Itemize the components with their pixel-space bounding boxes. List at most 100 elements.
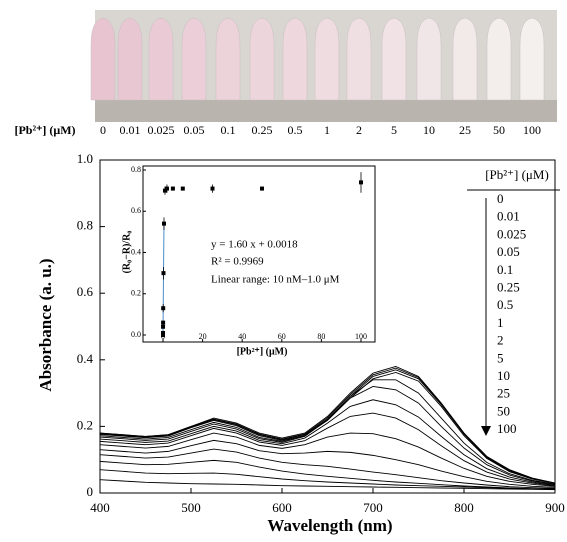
- photo-label: 10: [423, 123, 435, 137]
- tube: [117, 17, 143, 101]
- photo-label: 100: [523, 123, 541, 137]
- tube: [90, 17, 116, 101]
- spectrum-line: [99, 432, 556, 487]
- legend-entry: 5: [497, 350, 504, 365]
- spectrum-line: [99, 367, 556, 484]
- inset-x-tick-label: 40: [238, 332, 246, 341]
- point: [161, 324, 166, 329]
- x-tick-label: 400: [90, 500, 110, 515]
- plot: 400 500 600 700 800 90000.20.40.60.81.000.010…: [77, 151, 565, 515]
- photo-label: 0.5: [288, 123, 303, 137]
- legend-entry: 0.5: [497, 297, 513, 312]
- photo-label: 0: [100, 123, 106, 137]
- tube: [215, 17, 241, 101]
- y-tick-label: 0.6: [77, 284, 94, 299]
- legend-entry: 100: [497, 421, 517, 436]
- photo-labels: 0 0.01 0.025 0.05 0.1 0.25 0.5 1 2 5 10 25 50 100: [100, 123, 541, 137]
- tube: [452, 17, 478, 101]
- tube: [346, 17, 372, 101]
- photo-label: 5: [391, 123, 397, 137]
- spectrum-line: [99, 448, 556, 489]
- legend-title: [Pb²⁺] (μM): [485, 167, 549, 182]
- spectrum-line: [99, 385, 556, 485]
- inset-x-tick-label: 100: [355, 332, 367, 341]
- y-tick-label: 0.4: [77, 351, 94, 366]
- photo-label: 50: [493, 123, 505, 137]
- legend-entry: 10: [497, 368, 510, 383]
- spectrum-line: [99, 469, 556, 490]
- tube: [282, 17, 308, 101]
- inset-y-tick-label: 0.2: [131, 289, 141, 298]
- inset-x-tick-label: 20: [199, 332, 207, 341]
- tube: [519, 17, 545, 101]
- photo-label: 0.05: [184, 123, 205, 137]
- x-tick-label: 700: [363, 500, 383, 515]
- point: [162, 188, 167, 193]
- tube: [381, 17, 407, 101]
- inset-y-tick-label: 0.4: [131, 247, 141, 256]
- tube: [181, 17, 207, 101]
- photo-label: 2: [356, 123, 362, 137]
- inset-x-tick-label: 60: [278, 332, 286, 341]
- inset-y-tick-label: 0.8: [131, 165, 141, 174]
- inset-frame: [142, 165, 376, 343]
- photo-label: 0.025: [148, 123, 175, 137]
- photo-label: 0.1: [221, 123, 236, 137]
- inset-y-tick-label: 0.6: [131, 206, 141, 215]
- spectrum-line: [99, 479, 556, 491]
- point: [359, 180, 363, 185]
- legend-entry: 0.025: [497, 226, 526, 241]
- photo-label: 0.25: [252, 123, 273, 137]
- tube: [486, 17, 512, 101]
- tubes: [90, 17, 545, 101]
- y-tick-label: 0.2: [77, 417, 93, 432]
- legend-entry: 0.05: [497, 244, 520, 259]
- x-tick-label: 600: [272, 500, 292, 515]
- photo-rack: [95, 100, 557, 122]
- x-tick-label: 900: [545, 500, 565, 515]
- point: [260, 186, 264, 191]
- point: [170, 186, 175, 191]
- legend-entry: 0.25: [497, 279, 520, 294]
- photo-title: [Pb²⁺] (μM): [14, 123, 75, 137]
- x-tick-label: 500: [181, 500, 201, 515]
- y-tick-label: 0: [87, 484, 94, 499]
- spectrum-line: [99, 459, 556, 490]
- tube: [249, 17, 275, 101]
- point: [161, 221, 166, 226]
- photo-label: 25: [459, 123, 471, 137]
- spectrum-line: [99, 399, 556, 486]
- point: [161, 306, 166, 311]
- point: [161, 271, 166, 276]
- tube: [148, 17, 174, 101]
- point: [210, 186, 215, 191]
- plot-frame: [99, 159, 556, 494]
- x-axis-title: Wavelength (nm): [267, 516, 392, 535]
- inset-y-tick-label: 0.0: [131, 330, 141, 339]
- legend-entry: 0: [497, 191, 504, 206]
- spectrum-line: [99, 412, 556, 487]
- point: [164, 186, 169, 191]
- inset-x-title: [Pb²⁺] (μM): [237, 346, 288, 357]
- tube: [314, 17, 340, 101]
- spectrum-line: [99, 371, 556, 484]
- legend-entry: 25: [497, 386, 510, 401]
- annotation: y = 1.60 x + 0.0018: [211, 239, 298, 251]
- legend-entry: 1: [497, 315, 504, 330]
- legend-entry: 50: [497, 403, 510, 418]
- legend-entry: 0.1: [497, 262, 513, 277]
- annotation: R² = 0.9969: [211, 256, 264, 268]
- legend-entry: 2: [497, 333, 504, 348]
- x-tick-label: 800: [454, 500, 474, 515]
- legend-arrowhead: [481, 426, 491, 436]
- inset-y-title: (R₀−R)/R₀: [121, 231, 132, 274]
- annotation: Linear range: 10 nM–1.0 μM: [211, 274, 340, 286]
- photo-label: 0.01: [120, 123, 141, 137]
- tube: [416, 17, 442, 101]
- legend-entry: 0.01: [497, 209, 520, 224]
- spectrum-line: [99, 369, 556, 484]
- spectrum-line: [99, 365, 556, 484]
- y-tick-label: 1.0: [77, 151, 93, 166]
- photo-label: 1: [324, 123, 330, 137]
